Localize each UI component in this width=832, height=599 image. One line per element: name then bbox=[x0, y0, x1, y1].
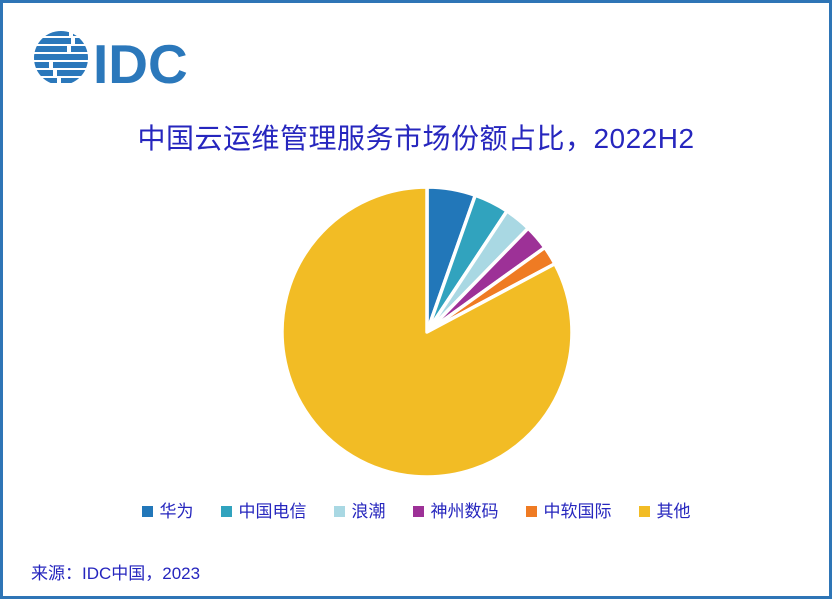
legend-label: 中软国际 bbox=[543, 502, 612, 521]
legend-marker bbox=[412, 506, 424, 517]
legend-item-5: 中软国际 bbox=[525, 502, 612, 521]
legend-item-3: 浪潮 bbox=[333, 502, 386, 521]
legend-marker bbox=[525, 506, 537, 517]
legend-label: 华为 bbox=[159, 502, 194, 521]
idc-logo: IDC bbox=[34, 31, 188, 93]
legend-marker bbox=[141, 506, 153, 517]
legend-item-4: 神州数码 bbox=[412, 502, 499, 521]
legend-label: 浪潮 bbox=[351, 502, 386, 521]
legend-item-2: 中国电信 bbox=[220, 502, 307, 521]
legend-label: 神州数码 bbox=[430, 502, 499, 521]
chart-title: 中国云运维管理服务市场份额占比，2022H2 bbox=[137, 123, 695, 154]
legend-marker bbox=[220, 506, 232, 517]
legend-label: 中国电信 bbox=[238, 502, 307, 521]
source-note: 来源：IDC中国，2023 bbox=[31, 564, 201, 583]
legend-item-6: 其他 bbox=[638, 502, 691, 521]
globe-icon bbox=[34, 31, 88, 83]
legend-label: 其他 bbox=[656, 502, 691, 521]
chart-legend: 华为 中国电信 浪潮 神州数码 中软国际 其他 bbox=[3, 503, 829, 520]
legend-item-1: 华为 bbox=[141, 502, 194, 521]
pie-slice-6 bbox=[280, 185, 574, 479]
pie-chart bbox=[280, 185, 574, 479]
logo-text: IDC bbox=[93, 33, 188, 93]
legend-marker bbox=[638, 506, 650, 517]
legend-marker bbox=[333, 506, 345, 517]
